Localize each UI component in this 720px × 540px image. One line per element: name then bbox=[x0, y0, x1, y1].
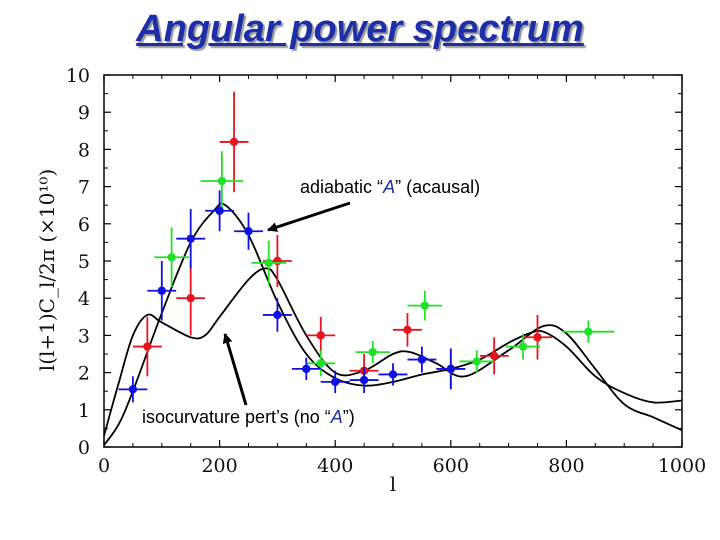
blue-data-point bbox=[244, 227, 253, 236]
red-data-point bbox=[533, 333, 542, 342]
green-data-point bbox=[264, 258, 273, 268]
green-data-point bbox=[368, 347, 377, 357]
adiabatic-annotation-pre: adiabatic “ bbox=[300, 177, 383, 197]
y-tick-label: 5 bbox=[78, 251, 90, 273]
blue-data-point bbox=[157, 286, 166, 295]
green-data-point bbox=[420, 301, 429, 310]
green-data-point bbox=[316, 359, 325, 368]
green-data-point bbox=[584, 327, 593, 336]
y-tick-label: 7 bbox=[78, 177, 90, 199]
blue-data-point bbox=[417, 355, 427, 364]
red-data-point bbox=[273, 256, 282, 266]
x-tick-label: 0 bbox=[98, 455, 110, 477]
isocurvature-annotation-A: A bbox=[330, 407, 343, 427]
isocurvature-annotation: isocurvature pert’s (no “A”) bbox=[142, 407, 355, 427]
red-data-point bbox=[489, 351, 499, 361]
adiabatic-annotation: adiabatic “A” (acausal) bbox=[300, 177, 480, 197]
x-tick-label: 200 bbox=[201, 455, 237, 477]
blue-data-point bbox=[359, 375, 369, 385]
adiabatic-arrow bbox=[267, 201, 351, 232]
y-tick-label: 6 bbox=[78, 214, 90, 236]
y-tick-label: 0 bbox=[78, 437, 90, 459]
red-data-point bbox=[403, 325, 412, 335]
blue-data-point bbox=[446, 364, 455, 374]
x-tick-label: 1000 bbox=[658, 455, 706, 477]
adiabatic-curve bbox=[103, 202, 683, 446]
y-tick-label: 8 bbox=[78, 139, 90, 161]
x-tick-label: 400 bbox=[317, 455, 353, 477]
y-tick-label: 9 bbox=[78, 102, 90, 124]
blue-data-point bbox=[302, 364, 311, 374]
blue-data-point bbox=[186, 234, 195, 243]
isocurvature-arrow bbox=[222, 333, 248, 406]
blue-data-point bbox=[331, 377, 340, 387]
x-axis-title: l bbox=[390, 472, 396, 496]
y-tick-label: 1 bbox=[78, 400, 90, 422]
blue-data-point bbox=[215, 206, 224, 215]
adiabatic-annotation-post: ” (acausal) bbox=[395, 177, 480, 197]
isocurvature-annotation-pre: isocurvature pert’s (no “ bbox=[142, 407, 331, 427]
green-data-point bbox=[217, 176, 227, 186]
y-tick-label: 10 bbox=[66, 65, 90, 87]
blue-data-point bbox=[128, 385, 138, 394]
green-data-point bbox=[472, 357, 482, 366]
adiabatic-annotation-A: A bbox=[382, 177, 395, 197]
isocurvature-annotation-post: ”) bbox=[343, 407, 355, 427]
x-tick-label: 800 bbox=[548, 455, 584, 477]
slide-title: Angular power spectrum bbox=[136, 8, 584, 50]
y-tick-label: 4 bbox=[78, 288, 90, 310]
y-axis-title: l(l+1)C_l/2π (×10¹⁰) bbox=[35, 169, 59, 371]
y-tick-label: 3 bbox=[78, 325, 90, 347]
red-data-point bbox=[186, 294, 195, 303]
green-data-point bbox=[167, 253, 176, 262]
red-data-point bbox=[229, 137, 239, 147]
red-data-point bbox=[143, 342, 152, 351]
green-data-point bbox=[518, 342, 528, 351]
red-data-point bbox=[316, 331, 325, 340]
y-tick-label: 2 bbox=[78, 363, 90, 385]
blue-data-point bbox=[388, 370, 398, 379]
x-tick-label: 600 bbox=[433, 455, 469, 477]
blue-data-point bbox=[273, 310, 282, 320]
